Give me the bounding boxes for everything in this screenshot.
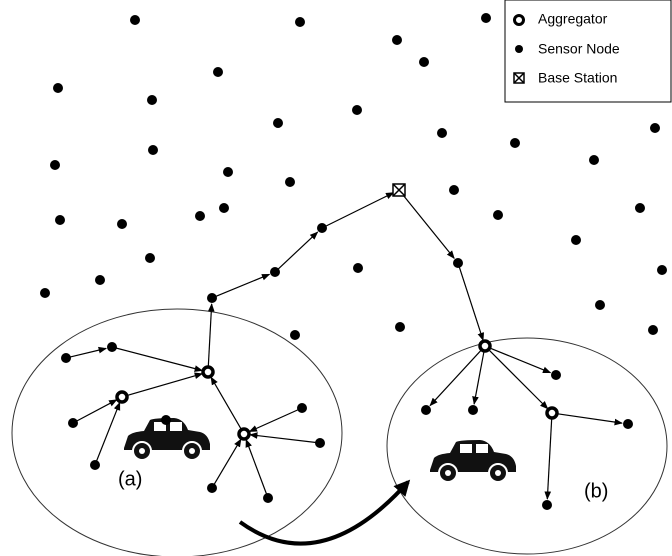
link-arrow xyxy=(547,417,551,499)
diagram: (a) (b) Aggregator Sensor Node Base Stat… xyxy=(0,0,672,556)
sensor-node xyxy=(353,263,363,273)
aggregator xyxy=(239,429,249,439)
sensor-node xyxy=(95,275,105,285)
sensor-node xyxy=(61,353,71,363)
sensor-node xyxy=(145,253,155,263)
link-arrow xyxy=(249,410,298,432)
link-arrow xyxy=(77,400,117,421)
sensor-node xyxy=(657,265,667,275)
sensor-node xyxy=(90,460,100,470)
link-arrow xyxy=(474,350,484,404)
sensor-node xyxy=(295,17,305,27)
link-arrow xyxy=(116,348,202,370)
sensor-node xyxy=(263,493,273,503)
sensor-node xyxy=(219,203,229,213)
sensor-node xyxy=(213,67,223,77)
sensor-node xyxy=(130,15,140,25)
link-arrow xyxy=(211,377,242,430)
legend-base-station xyxy=(514,73,524,83)
sensor-node xyxy=(207,483,217,493)
base-station xyxy=(393,184,405,196)
sensor-node xyxy=(421,405,431,415)
sensor-node xyxy=(148,145,158,155)
sensor-node xyxy=(317,223,327,233)
sensor-node xyxy=(161,415,171,425)
link-arrow xyxy=(126,374,202,396)
page: (a) (b) Aggregator Sensor Node Base Stat… xyxy=(0,0,672,556)
sensor-node xyxy=(551,370,561,380)
sensor-node xyxy=(542,500,552,510)
edges xyxy=(70,193,622,499)
sensor-node xyxy=(273,118,283,128)
sensor-node xyxy=(635,203,645,213)
link-arrow xyxy=(70,348,106,357)
link-arrow xyxy=(96,403,119,462)
link-arrow xyxy=(459,267,483,340)
sensor-node xyxy=(50,160,60,170)
legend-label: Aggregator xyxy=(538,11,608,27)
aggregator xyxy=(203,367,213,377)
sensor-node xyxy=(68,418,78,428)
sensor-node xyxy=(285,177,295,187)
sensor-node xyxy=(53,83,63,93)
sensor-node xyxy=(392,35,402,45)
link-arrow xyxy=(430,349,482,406)
sensor-node xyxy=(595,300,605,310)
region-label: (a) xyxy=(118,468,142,490)
link-arrow xyxy=(246,440,266,495)
link-arrow xyxy=(402,193,455,258)
region-b xyxy=(387,338,667,554)
sensor-node xyxy=(589,155,599,165)
sensor-node xyxy=(107,342,117,352)
sensor-node xyxy=(453,258,463,268)
sensor-node xyxy=(117,219,127,229)
sensor-node xyxy=(648,325,658,335)
sensor-node xyxy=(223,167,233,177)
car xyxy=(430,440,516,482)
sensor-node xyxy=(352,105,362,115)
legend-label: Sensor Node xyxy=(538,41,620,57)
sensor-node xyxy=(207,293,217,303)
link-arrow xyxy=(489,348,551,373)
sensor-node xyxy=(55,215,65,225)
sensor-node xyxy=(493,210,503,220)
sensor-node xyxy=(147,95,157,105)
sensor-node xyxy=(315,438,325,448)
link-arrow xyxy=(216,274,270,296)
sensor-node xyxy=(650,123,660,133)
aggregator xyxy=(547,408,557,418)
sensor-node xyxy=(510,138,520,148)
sensor-node xyxy=(468,405,478,415)
sensor-node xyxy=(571,235,581,245)
sensor-node xyxy=(270,267,280,277)
link-arrow xyxy=(556,414,622,424)
aggregator xyxy=(480,341,490,351)
legend-aggregator xyxy=(515,16,524,25)
link-arrow xyxy=(326,193,394,227)
sensor-node xyxy=(437,128,447,138)
link-arrow xyxy=(250,435,316,443)
sensor-node xyxy=(297,403,307,413)
legend-sensor xyxy=(515,45,523,53)
sensor-node xyxy=(40,288,50,298)
link-arrow xyxy=(214,439,241,484)
sensor-node xyxy=(481,13,491,23)
sensor-node xyxy=(395,322,405,332)
link-arrow xyxy=(208,304,211,368)
legend-label: Base Station xyxy=(538,70,617,86)
sensor-node xyxy=(290,330,300,340)
sensor-node xyxy=(623,419,633,429)
region-label: (b) xyxy=(584,480,608,502)
aggregator xyxy=(117,392,127,402)
sensor-node xyxy=(195,211,205,221)
sensor-node xyxy=(449,185,459,195)
link-arrow xyxy=(488,349,548,409)
link-arrow xyxy=(278,232,318,269)
sensor-node xyxy=(419,57,429,67)
